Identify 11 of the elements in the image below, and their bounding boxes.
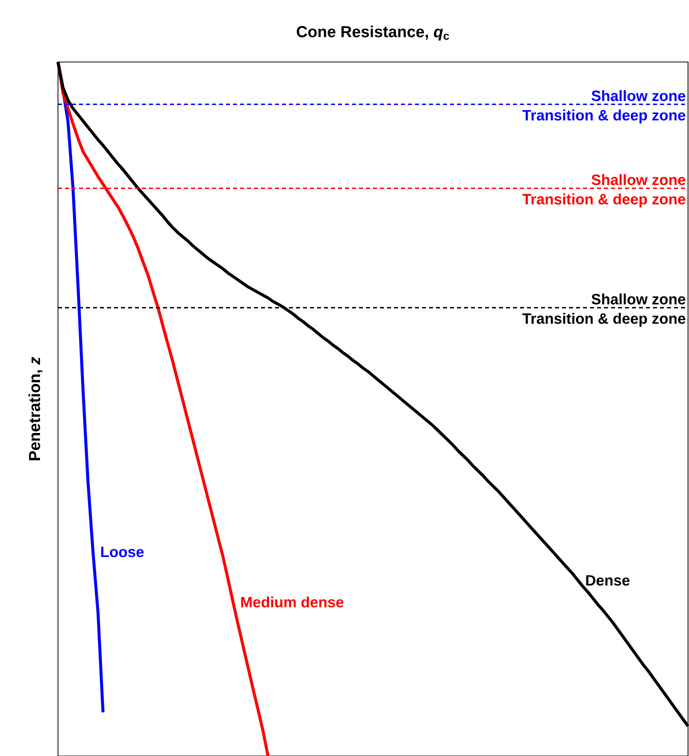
annotation: Transition & deep zone: [522, 312, 686, 327]
annotation: Transition & deep zone: [522, 194, 686, 208]
y-axis-title: Penetration, z: [28, 356, 42, 460]
x-axis-title: Cone Resistance, q$_{c}$: [296, 26, 450, 40]
annotation: Transition & deep zone: [522, 110, 686, 124]
series-label: Medium dense: [241, 596, 344, 608]
ref-line-label: Shallow zone: [592, 90, 686, 102]
ref-line-label: Shallow zone: [592, 293, 686, 304]
series-label: Dense: [586, 575, 630, 586]
series-label: Loose: [101, 546, 144, 558]
ref-line-label: Shallow zone: [592, 174, 686, 186]
